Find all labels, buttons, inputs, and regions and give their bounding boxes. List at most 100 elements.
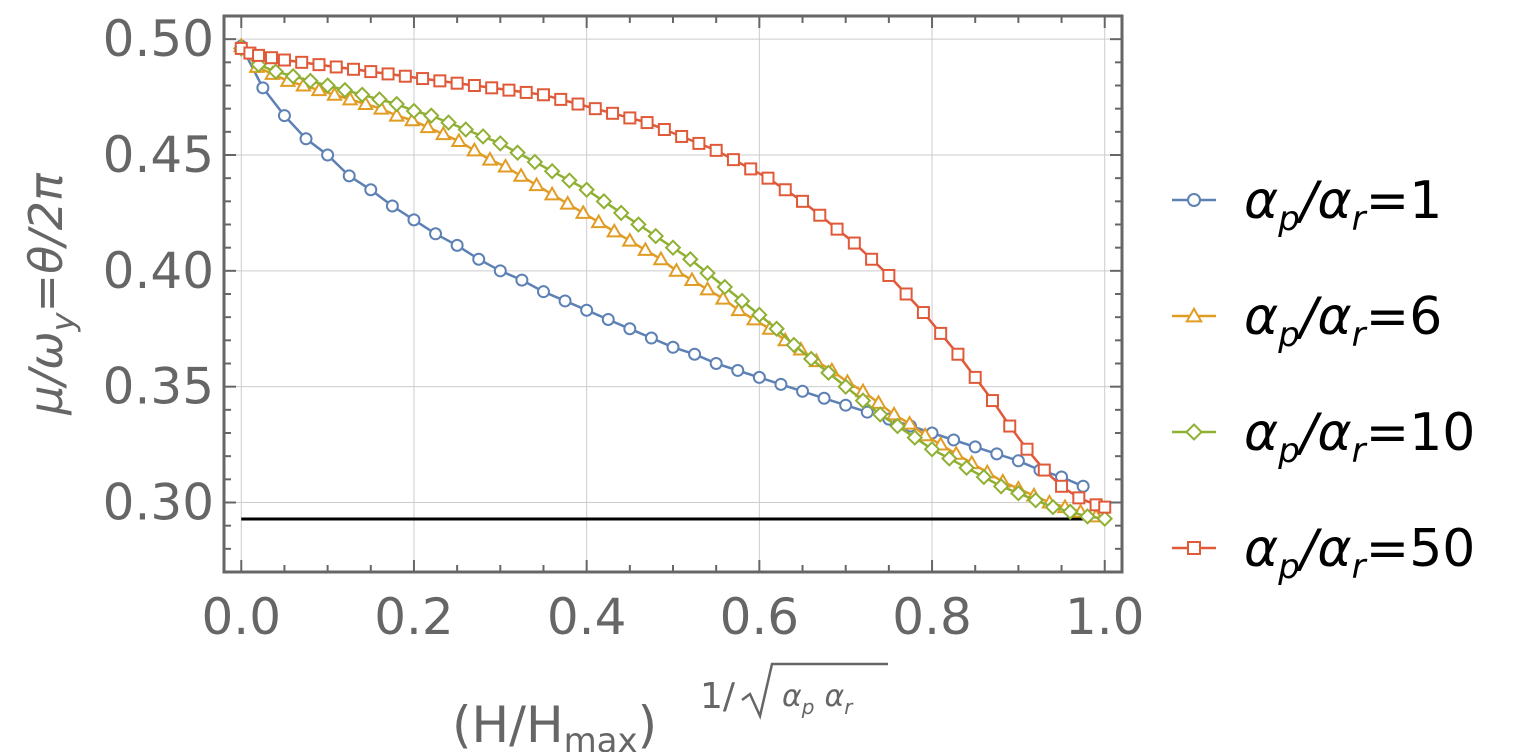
legend-label-sub-r: r	[1352, 547, 1368, 587]
data-point	[457, 121, 475, 138]
data-point	[726, 153, 740, 167]
data-point	[312, 58, 326, 72]
x-tick-label: 0.2	[374, 588, 454, 646]
data-point	[688, 347, 702, 361]
data-point	[528, 176, 545, 192]
x-label-root-b-sub: r	[844, 695, 854, 719]
data-point	[299, 132, 313, 146]
data-point	[968, 440, 982, 454]
data-point	[692, 136, 706, 150]
data-point	[388, 95, 405, 113]
data-point	[612, 204, 630, 222]
data-point	[1072, 491, 1086, 505]
svg-text:1/: 1/	[700, 676, 736, 717]
legend-label: αp/αr=10	[1244, 403, 1475, 471]
data-point	[398, 69, 412, 83]
legend-label: αp/αr=6	[1244, 287, 1442, 355]
x-tick-label: 0.8	[892, 588, 972, 646]
data-point	[820, 364, 837, 382]
data-point	[985, 394, 999, 408]
legend-label-sub-p: p	[1277, 431, 1300, 471]
data-point	[923, 440, 941, 458]
data-point	[730, 301, 747, 317]
data-point	[295, 55, 309, 69]
legend-label-value: =10	[1366, 403, 1476, 463]
legend-label-sub-p: p	[1277, 315, 1300, 355]
data-point	[357, 95, 374, 110]
data-point	[683, 271, 701, 287]
data-point	[284, 67, 302, 85]
data-point	[623, 111, 637, 125]
data-point	[341, 90, 359, 106]
data-point	[871, 406, 889, 423]
data-point	[342, 169, 356, 183]
data-point	[450, 238, 464, 252]
data-point	[785, 336, 803, 354]
data-point	[497, 157, 514, 173]
legend-marker	[1187, 193, 1201, 207]
axis-ticks	[224, 15, 1122, 572]
y-tick-label: 0.40	[103, 242, 214, 300]
data-point	[347, 62, 361, 76]
data-point	[714, 290, 732, 305]
data-point	[502, 83, 516, 97]
x-label-root-a: α	[782, 679, 802, 714]
y-label-rest: =θ/2π	[19, 172, 73, 312]
data-point	[419, 118, 437, 134]
data-point	[277, 109, 291, 123]
data-point	[623, 322, 637, 336]
legend-label-mid: /α	[1296, 519, 1352, 579]
legend-label-alpha: α	[1244, 403, 1278, 463]
data-point	[1044, 498, 1062, 516]
data-point	[450, 132, 468, 148]
data-point	[1096, 510, 1114, 528]
data-point	[326, 86, 343, 101]
series-layer	[232, 37, 1114, 528]
data-point	[1098, 500, 1112, 514]
data-point	[433, 74, 447, 88]
data-point	[416, 72, 430, 86]
data-point	[731, 363, 745, 377]
legend-marker	[1185, 306, 1203, 323]
data-point	[640, 116, 654, 130]
data-point	[813, 208, 827, 222]
data-point	[440, 114, 457, 131]
data-point	[947, 433, 961, 447]
x-tick-label: 0.0	[202, 588, 282, 646]
data-point	[968, 370, 982, 384]
data-point	[580, 303, 594, 317]
data-point	[1027, 491, 1044, 509]
data-point	[372, 100, 390, 115]
data-point	[310, 81, 328, 97]
data-point	[1055, 479, 1069, 493]
legend-label-value: =1	[1366, 171, 1443, 231]
data-point	[559, 195, 576, 210]
data-point	[837, 378, 854, 395]
data-point	[252, 48, 266, 62]
data-point	[916, 306, 930, 320]
data-point	[699, 264, 716, 282]
x-label-exp-prefix: 1/	[700, 676, 736, 717]
data-point	[509, 144, 526, 161]
legend-label-sub-r: r	[1352, 199, 1368, 239]
data-point	[467, 79, 481, 92]
data-point	[675, 129, 689, 143]
data-point	[543, 162, 561, 180]
data-point	[751, 306, 768, 324]
data-point	[901, 415, 918, 430]
data-point	[666, 340, 680, 354]
x-tick-label: 0.6	[720, 588, 800, 646]
data-point	[267, 63, 285, 80]
data-point	[364, 65, 378, 79]
data-point	[733, 292, 751, 310]
data-point	[768, 320, 785, 338]
data-point	[778, 183, 792, 197]
data-point	[774, 377, 788, 391]
data-point	[590, 213, 608, 229]
data-point	[434, 125, 452, 141]
data-point	[493, 264, 507, 278]
